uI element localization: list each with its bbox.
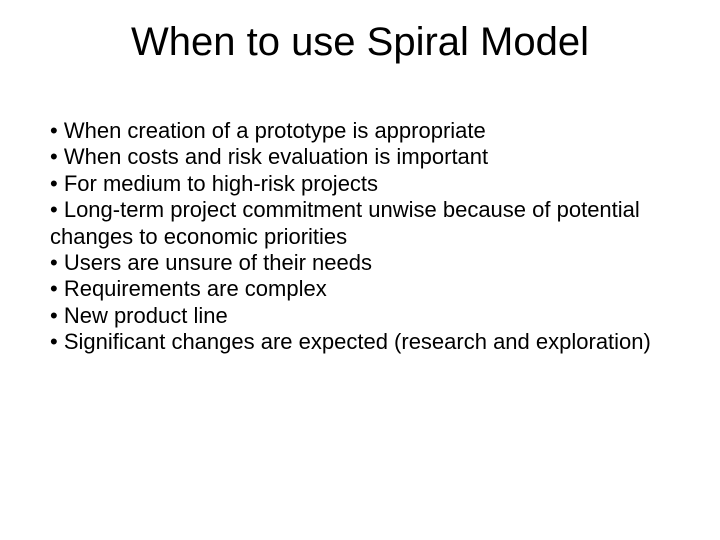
bullet-item: When costs and risk evaluation is import…	[50, 144, 670, 170]
bullet-item: When creation of a prototype is appropri…	[50, 118, 670, 144]
slide: When to use Spiral Model When creation o…	[0, 0, 720, 540]
bullet-item: For medium to high-risk projects	[50, 171, 670, 197]
bullet-item: Long-term project commitment unwise beca…	[50, 197, 670, 250]
bullet-item: Significant changes are expected (resear…	[50, 329, 670, 355]
slide-title: When to use Spiral Model	[0, 20, 720, 65]
bullet-item: New product line	[50, 303, 670, 329]
slide-body: When creation of a prototype is appropri…	[50, 118, 670, 356]
bullet-item: Requirements are complex	[50, 276, 670, 302]
bullet-item: Users are unsure of their needs	[50, 250, 670, 276]
